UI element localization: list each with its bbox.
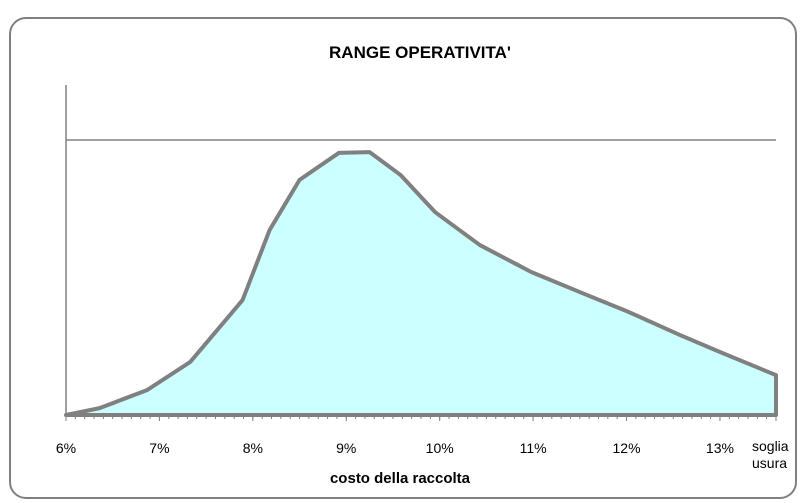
x-tick-label: 9% [336,440,356,456]
area [64,150,778,417]
x-tick-label: 11% [520,440,547,456]
chart-title: RANGE OPERATIVITA' [329,43,511,62]
x-axis-label: costo della raccolta [330,470,471,487]
x-tick-label: soglia usura [752,438,789,471]
x-tick-label: 6% [56,440,76,456]
x-tick-label: 10% [426,440,454,456]
x-tick-label: 7% [149,440,169,456]
x-tick-label: 12% [613,440,641,456]
x-tick-label: 8% [243,440,263,456]
x-tick-label: 13% [706,440,734,456]
